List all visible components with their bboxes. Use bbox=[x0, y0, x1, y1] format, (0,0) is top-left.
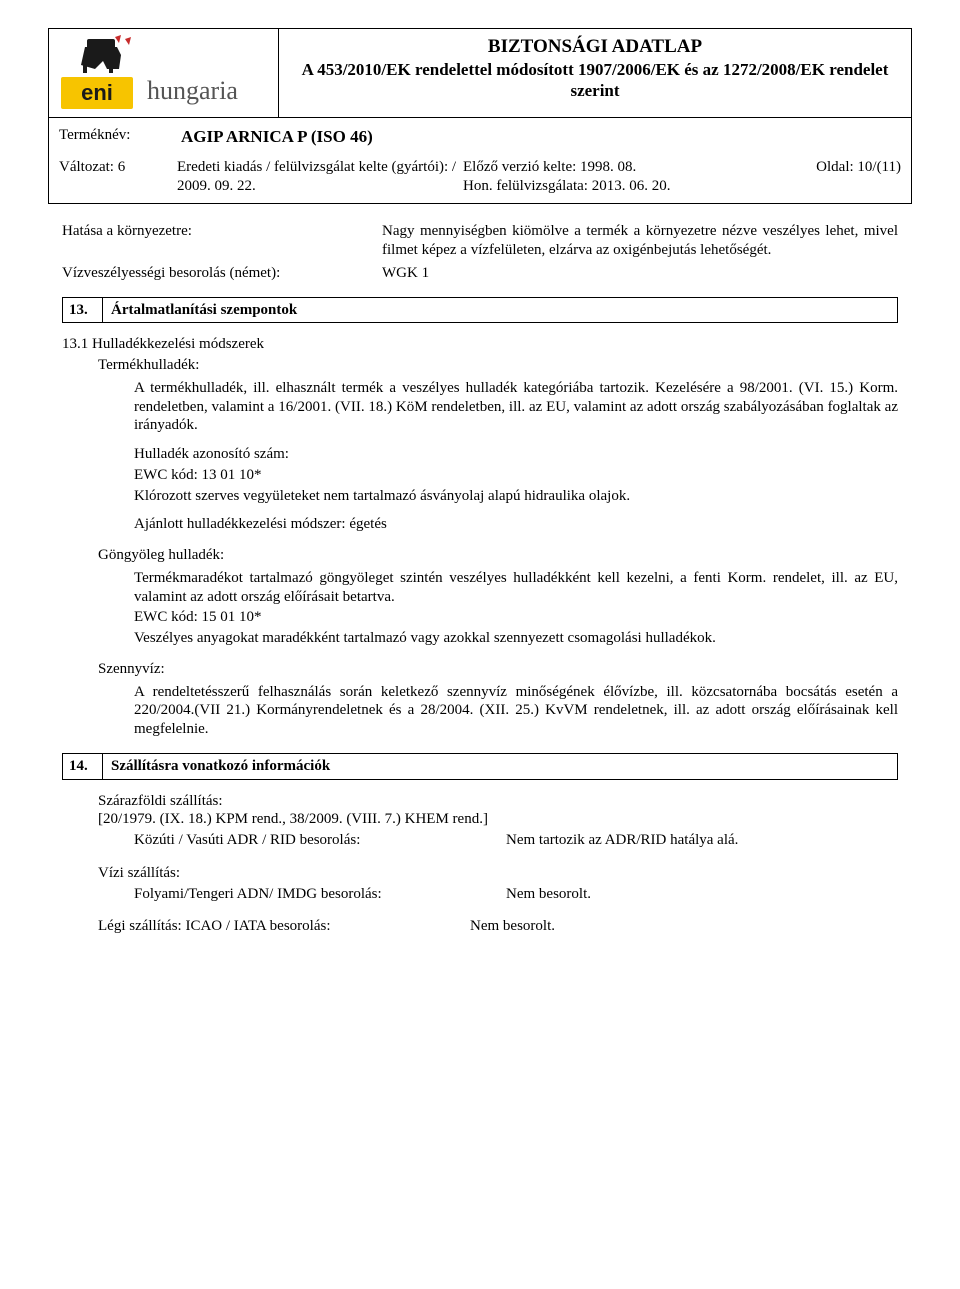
env-effect-row: Hatása a környezetre: Nagy mennyiségben … bbox=[62, 222, 898, 260]
title-line-1: BIZTONSÁGI ADATLAP bbox=[289, 35, 901, 59]
air-transport-row: Légi szállítás: ICAO / IATA besorolás: N… bbox=[98, 917, 898, 936]
eni-hungaria-logo: eni hungaria bbox=[55, 33, 271, 113]
wgk-label: Vízveszélyességi besorolás (német): bbox=[62, 264, 382, 283]
version-label: Változat: 6 bbox=[49, 156, 177, 204]
header-title: BIZTONSÁGI ADATLAP A 453/2010/EK rendele… bbox=[279, 29, 911, 118]
revision-date: Hon. felülvizsgálata: 2013. 06. 20. bbox=[463, 177, 763, 196]
header-row-3: Változat: 6 Eredeti kiadás / felülvizsgá… bbox=[49, 156, 911, 204]
air-row-right: Nem besorolt. bbox=[470, 917, 898, 936]
section-13-bar: 13. Ártalmatlanítási szempontok bbox=[62, 297, 898, 324]
issue-date: Eredeti kiadás / felülvizsgálat kelte (g… bbox=[177, 156, 463, 204]
sewage-block: A rendeltetésszerű felhasználás során ke… bbox=[134, 683, 898, 739]
sec13-sub1: 13.1 Hulladékkezelési módszerek bbox=[62, 335, 898, 354]
header-row-1: eni hungaria BIZTONSÁGI ADATLAP A 453/20… bbox=[49, 29, 911, 118]
prev-revision-cell: Előző verzió kelte: 1998. 08. Hon. felül… bbox=[463, 156, 769, 204]
prev-version: Előző verzió kelte: 1998. 08. bbox=[463, 158, 763, 177]
product-waste-p4: Klórozott szerves vegyületeket nem tarta… bbox=[134, 487, 898, 506]
product-name-cell: AGIP ARNICA P (ISO 46) bbox=[177, 118, 911, 156]
content-area: Hatása a környezetre: Nagy mennyiségben … bbox=[48, 204, 912, 936]
land-transport-label: Szárazföldi szállítás: bbox=[98, 792, 898, 811]
header-row-2: Terméknév: AGIP ARNICA P (ISO 46) bbox=[49, 118, 911, 156]
section-14-num: 14. bbox=[63, 754, 103, 779]
section-14-bar: 14. Szállításra vonatkozó információk bbox=[62, 753, 898, 780]
land-row-left: Közúti / Vasúti ADR / RID besorolás: bbox=[134, 831, 506, 850]
env-effect-label: Hatása a környezetre: bbox=[62, 222, 382, 260]
recommended-method: Ajánlott hulladékkezelési módszer: égeté… bbox=[134, 515, 898, 534]
product-waste-p3: EWC kód: 13 01 10* bbox=[134, 466, 898, 485]
pack-waste-label: Göngyöleg hulladék: bbox=[98, 546, 898, 565]
wgk-value: WGK 1 bbox=[382, 264, 898, 283]
title-line-2: A 453/2010/EK rendelettel módosított 190… bbox=[289, 59, 901, 102]
wgk-row: Vízveszélyességi besorolás (német): WGK … bbox=[62, 264, 898, 283]
svg-text:eni: eni bbox=[81, 80, 113, 105]
water-transport-row: Folyami/Tengeri ADN/ IMDG besorolás: Nem… bbox=[134, 885, 898, 904]
product-waste-p2: Hulladék azonosító szám: bbox=[134, 445, 898, 464]
section-13-num: 13. bbox=[63, 298, 103, 323]
pack-waste-p3: Veszélyes anyagokat maradékként tartalma… bbox=[134, 629, 898, 648]
water-row-right: Nem besorolt. bbox=[506, 885, 898, 904]
page-number: Oldal: 10/(11) bbox=[769, 156, 911, 204]
pack-waste-p1: Termékmaradékot tartalmazó göngyöleget s… bbox=[134, 569, 898, 607]
sewage-p1: A rendeltetésszerű felhasználás során ke… bbox=[134, 683, 898, 739]
product-waste-p1: A termékhulladék, ill. elhasznált termék… bbox=[134, 379, 898, 435]
pack-waste-p2: EWC kód: 15 01 10* bbox=[134, 608, 898, 627]
air-row-left: Légi szállítás: ICAO / IATA besorolás: bbox=[98, 917, 470, 936]
sewage-label: Szennyvíz: bbox=[98, 660, 898, 679]
product-waste-block: A termékhulladék, ill. elhasznált termék… bbox=[134, 379, 898, 534]
section-14-title: Szállításra vonatkozó információk bbox=[103, 754, 897, 779]
product-name: AGIP ARNICA P (ISO 46) bbox=[181, 126, 373, 147]
pack-waste-block: Termékmaradékot tartalmazó göngyöleget s… bbox=[134, 569, 898, 648]
land-transport-row: Közúti / Vasúti ADR / RID besorolás: Nem… bbox=[134, 831, 898, 850]
product-waste-label: Termékhulladék: bbox=[98, 356, 898, 375]
land-transport-ref: [20/1979. (IX. 18.) KPM rend., 38/2009. … bbox=[98, 810, 898, 829]
logo-cell: eni hungaria bbox=[49, 29, 279, 118]
product-label: Terméknév: bbox=[49, 118, 177, 156]
water-transport-label: Vízi szállítás: bbox=[98, 864, 898, 883]
env-effect-value: Nagy mennyiségben kiömölve a termék a kö… bbox=[382, 222, 898, 260]
header-frame: eni hungaria BIZTONSÁGI ADATLAP A 453/20… bbox=[48, 28, 912, 204]
water-row-left: Folyami/Tengeri ADN/ IMDG besorolás: bbox=[134, 885, 506, 904]
land-row-right: Nem tartozik az ADR/RID hatálya alá. bbox=[506, 831, 898, 850]
section-13-title: Ártalmatlanítási szempontok bbox=[103, 298, 897, 323]
svg-text:hungaria: hungaria bbox=[147, 76, 238, 105]
